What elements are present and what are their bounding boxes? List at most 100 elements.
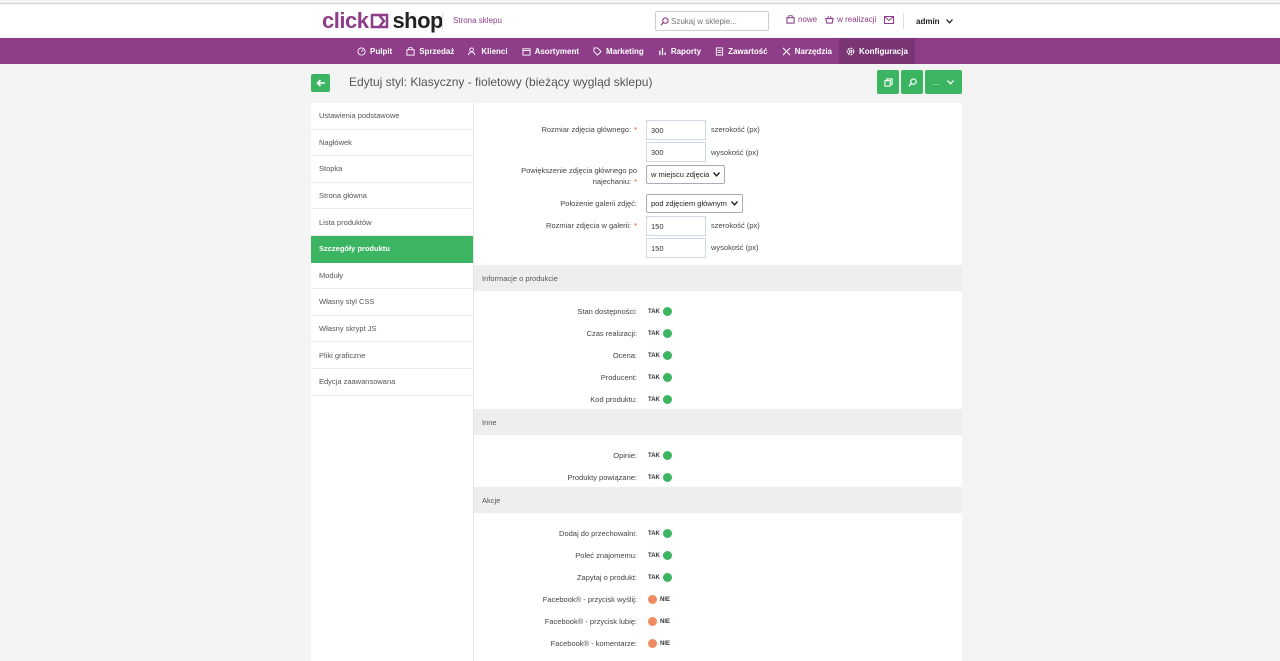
- fb-comments-label: Facebook® - komentarze:: [550, 639, 637, 648]
- gallery-size-label: Rozmiar zdjęcia w galerii: *: [546, 221, 637, 230]
- recommend-label: Poleć znajomemu:: [575, 551, 637, 560]
- nav-sprzedaz[interactable]: Sprzedaż: [399, 38, 461, 64]
- gallery-height-input[interactable]: [646, 238, 706, 258]
- availability-label: Stan dostępności:: [577, 307, 637, 316]
- fb-like-toggle[interactable]: NIE: [648, 617, 670, 626]
- nav-klienci[interactable]: Klienci: [461, 38, 514, 64]
- reviews-toggle[interactable]: TAK: [648, 451, 672, 460]
- nav-pulpit[interactable]: Pulpit: [350, 38, 399, 64]
- main-width-unit: szerokość (px): [711, 125, 760, 134]
- main-image-height-input[interactable]: [646, 142, 706, 162]
- clickshop-logo[interactable]: click shop: [322, 8, 443, 34]
- toggle-on-knob: [662, 473, 672, 482]
- gallery-position-select[interactable]: pod zdjęciem głównym: [646, 194, 743, 213]
- sidebar-item-footer[interactable]: Stopka: [311, 156, 473, 183]
- top-links: nowe w realizacji: [786, 15, 895, 24]
- sidebar-item-advanced[interactable]: Edycja zaawansowana: [311, 369, 473, 396]
- back-button[interactable]: [311, 74, 330, 92]
- section-product-info: Informacje o produkcie: [474, 265, 962, 291]
- in-progress-link[interactable]: w realizacji: [825, 15, 876, 24]
- zoom-select[interactable]: w miejscu zdjęcia: [646, 165, 726, 184]
- preview-button[interactable]: [901, 70, 923, 94]
- toggle-on-knob: [662, 529, 672, 538]
- sidebar-item-custom-js[interactable]: Własny skrypt JS: [311, 316, 473, 343]
- related-label: Produkty powiązane:: [567, 473, 637, 482]
- sidebar-item-home[interactable]: Strona główna: [311, 183, 473, 210]
- page-icon: [715, 46, 724, 56]
- sidebar-item-graphics[interactable]: Pliki graficzne: [311, 342, 473, 369]
- nav-raporty-label: Raporty: [670, 46, 702, 56]
- main-image-width-input[interactable]: [646, 120, 706, 140]
- logo-mark-icon: [370, 12, 390, 30]
- related-toggle[interactable]: TAK: [648, 473, 672, 482]
- nav-klienci-label: Klienci: [481, 46, 508, 56]
- chevron-down-icon: [730, 201, 738, 206]
- copy-button[interactable]: [877, 70, 899, 94]
- product-code-toggle-text: TAK: [648, 396, 660, 403]
- toggle-off-knob: [648, 617, 657, 626]
- new-orders-link[interactable]: nowe: [786, 15, 817, 24]
- cart-icon: [406, 46, 415, 56]
- recommend-toggle[interactable]: TAK: [648, 551, 672, 560]
- basket-icon: [825, 15, 834, 24]
- nav-narzedzia-label: Narzędzia: [794, 46, 832, 56]
- gallery-width-unit: szerokość (px): [711, 221, 760, 230]
- page-header: Edytuj styl: Klasyczny - fioletowy (bież…: [311, 70, 962, 94]
- more-actions-button[interactable]: ...: [925, 70, 962, 94]
- storage-toggle[interactable]: TAK: [648, 529, 672, 538]
- reviews-toggle-text: TAK: [648, 452, 660, 459]
- search-box[interactable]: [655, 11, 769, 31]
- search-icon: [907, 77, 917, 87]
- producer-toggle-text: TAK: [648, 374, 660, 381]
- search-input[interactable]: [671, 16, 766, 26]
- toggle-on-knob: [662, 451, 672, 460]
- producer-label: Producent:: [600, 373, 637, 382]
- sidebar-item-header[interactable]: Nagłówek: [311, 130, 473, 157]
- nav-konfiguracja[interactable]: Konfiguracja: [839, 38, 915, 64]
- settings-panel: Ustawienia podstawowe Nagłówek Stopka St…: [311, 103, 962, 661]
- sidebar-item-modules[interactable]: Moduły: [311, 263, 473, 290]
- user-menu[interactable]: admin: [903, 13, 953, 29]
- product-code-toggle[interactable]: TAK: [648, 395, 672, 404]
- sidebar-item-product-list[interactable]: Lista produktów: [311, 209, 473, 236]
- nav-asortyment[interactable]: Asortyment: [515, 38, 586, 64]
- fb-send-toggle-text: NIE: [660, 596, 671, 603]
- toggle-on-knob: [662, 573, 672, 582]
- main-nav: Pulpit Sprzedaż Klienci Asortyment Marke…: [0, 38, 1280, 64]
- nav-asortyment-label: Asortyment: [534, 46, 580, 56]
- ask-label: Zapytaj o produkt:: [576, 573, 637, 582]
- sidebar-item-product-details[interactable]: Szczegóły produktu: [311, 235, 473, 263]
- ask-toggle[interactable]: TAK: [648, 573, 672, 582]
- fb-send-toggle[interactable]: NIE: [648, 595, 670, 604]
- in-progress-label: w realizacji: [837, 15, 877, 24]
- section-other: Inne: [474, 409, 962, 435]
- sidebar-item-basic[interactable]: Ustawienia podstawowe: [311, 103, 473, 130]
- nav-narzedzia[interactable]: Narzędzia: [775, 38, 839, 64]
- availability-toggle-text: TAK: [648, 308, 660, 315]
- nav-marketing[interactable]: Marketing: [586, 38, 651, 64]
- new-orders-label: nowe: [798, 15, 818, 24]
- fb-comments-toggle[interactable]: NIE: [648, 639, 670, 648]
- logo-click-text: click: [322, 8, 369, 33]
- availability-toggle[interactable]: TAK: [648, 307, 672, 316]
- envelope-icon[interactable]: [884, 15, 895, 24]
- producer-toggle[interactable]: TAK: [648, 373, 672, 382]
- rating-toggle-text: TAK: [648, 352, 660, 359]
- sidebar-item-custom-css[interactable]: Własny styl CSS: [311, 289, 473, 316]
- section-actions: Akcje: [474, 487, 962, 513]
- copy-icon: [883, 77, 893, 87]
- lead-time-toggle[interactable]: TAK: [648, 329, 672, 338]
- toggle-on-knob: [662, 351, 672, 360]
- header-actions: ...: [877, 70, 962, 94]
- nav-zawartosc[interactable]: Zawartość: [708, 38, 775, 64]
- nav-konfiguracja-label: Konfiguracja: [859, 46, 908, 56]
- chevron-down-icon: [945, 18, 953, 24]
- box-icon: [522, 47, 531, 56]
- gallery-width-input[interactable]: [646, 216, 706, 236]
- rating-toggle[interactable]: TAK: [648, 351, 672, 360]
- nav-raporty[interactable]: Raporty: [651, 38, 708, 64]
- store-link[interactable]: Strona sklepu: [442, 13, 502, 29]
- lead-time-toggle-text: TAK: [648, 330, 660, 337]
- recommend-toggle-text: TAK: [648, 552, 660, 559]
- zoom-label: Powiększenie zdjęcia głównego po najecha…: [521, 166, 637, 186]
